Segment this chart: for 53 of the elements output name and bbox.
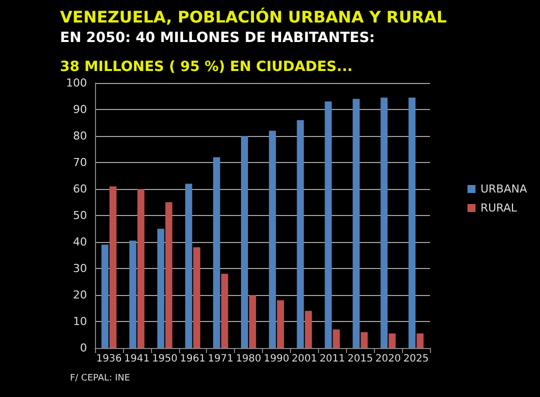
y-tick-label: 40 <box>73 236 87 248</box>
y-tick-label: 0 <box>80 342 87 354</box>
bar <box>296 120 304 348</box>
bar <box>221 274 228 348</box>
x-tick-label: 2020 <box>375 354 401 364</box>
bar <box>157 228 164 348</box>
bar <box>213 157 220 348</box>
bar <box>304 310 312 348</box>
y-tick-label: 80 <box>73 130 87 142</box>
bar <box>276 300 284 348</box>
chart-title: VENEZUELA, POBLACIÓN URBANA Y RURAL <box>60 8 447 26</box>
x-tick-label: 1971 <box>208 354 234 364</box>
bar <box>360 332 368 348</box>
bar <box>185 184 192 348</box>
y-tick-label: 100 <box>66 76 87 90</box>
bar <box>268 130 276 348</box>
x-tick-label: 1980 <box>236 354 262 364</box>
bar <box>241 136 248 348</box>
y-tick-label: 50 <box>73 209 87 222</box>
bar <box>416 333 424 348</box>
y-tick-label: 30 <box>73 262 87 275</box>
bar <box>109 186 116 348</box>
bar <box>352 98 360 348</box>
legend-label: URBANA <box>480 182 528 196</box>
x-tick-label: 2025 <box>403 354 429 364</box>
bar <box>165 202 172 348</box>
y-tick-label: 60 <box>73 182 87 196</box>
bar <box>408 98 416 348</box>
bar <box>324 102 332 348</box>
legend-label: RURAL <box>480 202 518 214</box>
x-tick-label: 2015 <box>347 354 373 364</box>
x-tick-label: 1950 <box>152 354 178 364</box>
bar <box>129 240 136 348</box>
chart-subtitle: EN 2050: 40 MILLONES DE HABITANTES: <box>60 30 375 46</box>
x-tick-label: 1961 <box>180 354 206 364</box>
text: F/ CEPAL: INE <box>70 374 130 384</box>
bar <box>380 98 388 348</box>
y-tick-label: 20 <box>73 288 87 302</box>
x-tick-label: 1990 <box>264 354 290 364</box>
y-tick-label: 10 <box>73 315 87 328</box>
x-tick-label: 2011 <box>320 354 346 364</box>
text: 38 MILLONES ( 95 %) EN CIUDADES... <box>60 59 353 75</box>
bar <box>101 244 108 348</box>
x-tick-label: 2001 <box>292 354 318 364</box>
y-tick-label: 70 <box>73 156 87 169</box>
x-tick-label: 1941 <box>124 354 150 364</box>
bar <box>249 295 256 348</box>
bar <box>137 189 144 348</box>
y-tick-label: 90 <box>73 103 87 116</box>
bar <box>332 329 340 348</box>
bar <box>388 333 396 348</box>
bar <box>193 247 200 348</box>
x-tick-label: 1936 <box>96 354 122 364</box>
